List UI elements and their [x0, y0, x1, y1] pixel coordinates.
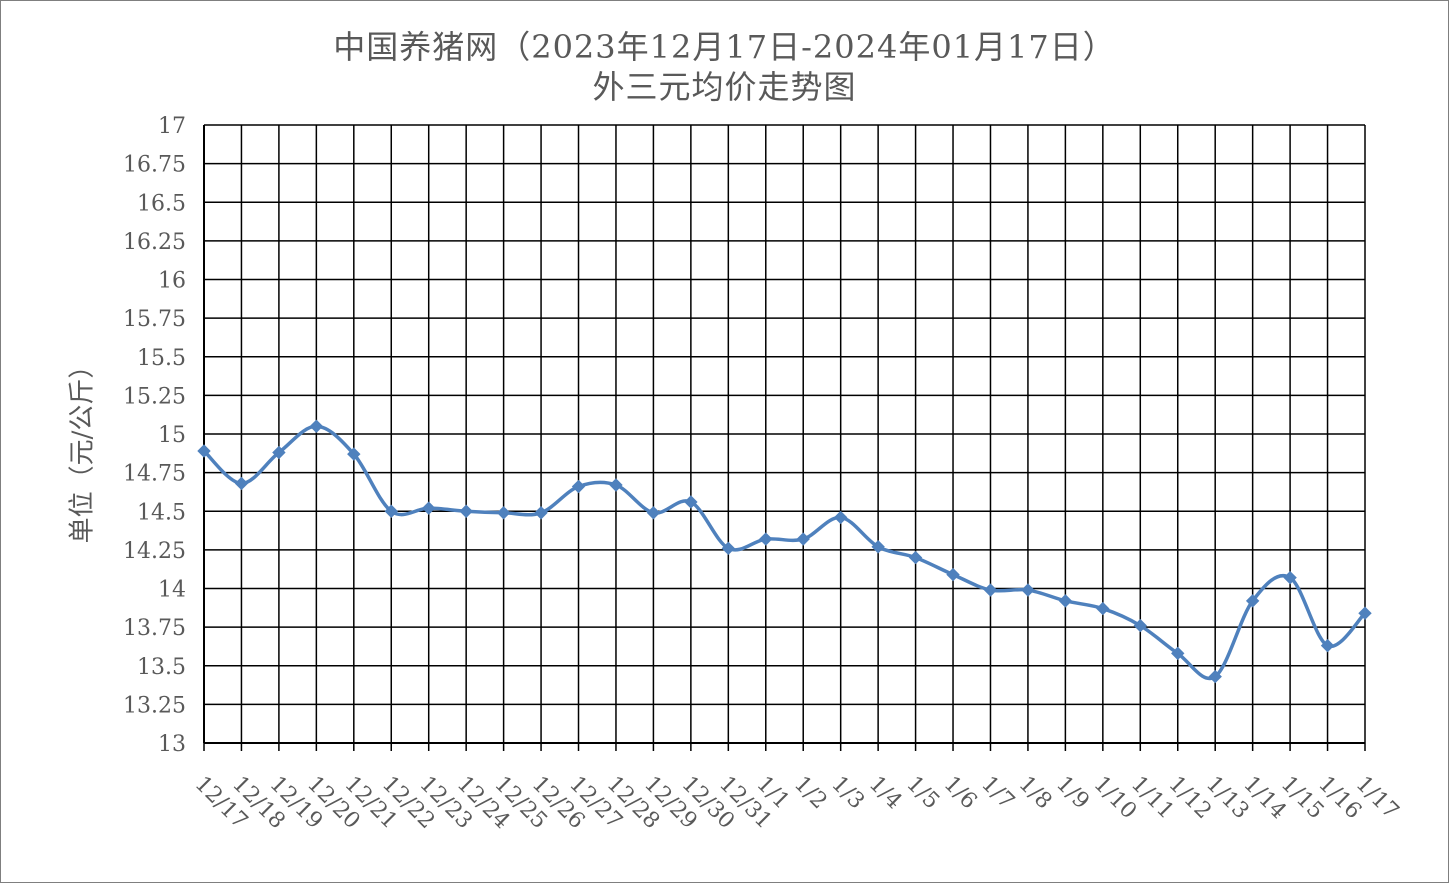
- y-tick-label: 14.75: [123, 462, 186, 487]
- data-point-marker: [721, 541, 736, 556]
- data-point-marker: [347, 447, 361, 461]
- data-point-marker: [197, 444, 211, 458]
- x-tick-label: 1/4: [864, 772, 907, 815]
- data-point-marker: [796, 532, 810, 546]
- y-tick-label: 13: [158, 732, 186, 757]
- data-point-marker: [1208, 669, 1222, 684]
- y-tick-labels: 13 13.25 13.5 13.75 14 14.25 14.5 14.75 15 15.25 1…: [123, 114, 186, 757]
- data-point-marker: [1021, 583, 1035, 597]
- y-tick-label: 15: [158, 423, 186, 448]
- y-tick-label: 13.25: [123, 693, 186, 718]
- axes: [203, 125, 1366, 751]
- y-tick-label: 16.75: [123, 153, 186, 178]
- x-tick-label: 1/3: [826, 772, 869, 815]
- chart-subtitle: 外三元均价走势图: [592, 68, 857, 106]
- y-tick-label: 15.25: [123, 384, 186, 409]
- data-point-marker: [1171, 646, 1185, 661]
- data-point-marker: [684, 495, 698, 509]
- data-point-marker: [1320, 638, 1335, 653]
- x-tick-label: 1/10: [1089, 772, 1142, 825]
- x-tick-label: 1/2: [789, 772, 832, 815]
- series: [197, 419, 1372, 684]
- y-tick-label: 13.5: [137, 655, 186, 680]
- data-point-marker: [1358, 606, 1372, 620]
- data-point-marker: [496, 506, 511, 520]
- x-tick-label: 1/8: [1014, 772, 1057, 815]
- data-point-marker: [1096, 601, 1110, 616]
- data-point-marker: [422, 501, 436, 515]
- y-tick-label: 17: [158, 114, 186, 139]
- data-point-marker: [1245, 594, 1260, 608]
- y-tick-label: 16: [158, 269, 186, 294]
- data-point-marker: [1283, 570, 1297, 585]
- data-point-marker: [908, 550, 923, 565]
- data-point-marker: [309, 419, 324, 433]
- chart-title: 中国养猪网（2023年12月17日-2024年01月17日）: [333, 28, 1116, 66]
- x-tick-label: 1/7: [976, 772, 1019, 815]
- data-point-marker: [833, 510, 848, 525]
- y-tick-label: 15.5: [137, 346, 186, 371]
- x-tick-labels: 12/1712/1812/1912/2012/2112/2212/2312/24…: [190, 772, 1404, 835]
- y-tick-label: 14.25: [123, 539, 186, 564]
- y-tick-label: 16.5: [137, 191, 186, 216]
- y-tick-label: 14.5: [137, 500, 186, 525]
- data-point-marker: [571, 479, 586, 494]
- data-point-marker: [1058, 594, 1073, 608]
- data-point-marker: [759, 532, 773, 546]
- data-point-marker: [946, 567, 960, 582]
- y-tick-label: 16.25: [123, 230, 186, 255]
- y-tick-label: 15.75: [123, 307, 186, 332]
- x-tick-label: 1/9: [1051, 772, 1094, 815]
- data-point-marker: [272, 445, 286, 460]
- data-point-marker: [534, 506, 548, 520]
- y-tick-label: 14: [158, 578, 186, 603]
- grid-lines: [203, 124, 1366, 744]
- data-point-marker: [1133, 618, 1147, 633]
- data-point-marker: [609, 478, 623, 492]
- data-point-marker: [459, 504, 473, 518]
- x-tick-label: 1/6: [939, 772, 982, 815]
- data-point-marker: [646, 506, 661, 520]
- data-point-marker: [983, 583, 998, 597]
- data-point-marker: [871, 540, 885, 554]
- y-tick-label: 13.75: [123, 616, 186, 641]
- x-tick-label: 1/5: [901, 772, 944, 815]
- series-line: [202, 424, 1367, 681]
- data-point-marker: [234, 476, 249, 491]
- data-point-marker: [384, 504, 398, 518]
